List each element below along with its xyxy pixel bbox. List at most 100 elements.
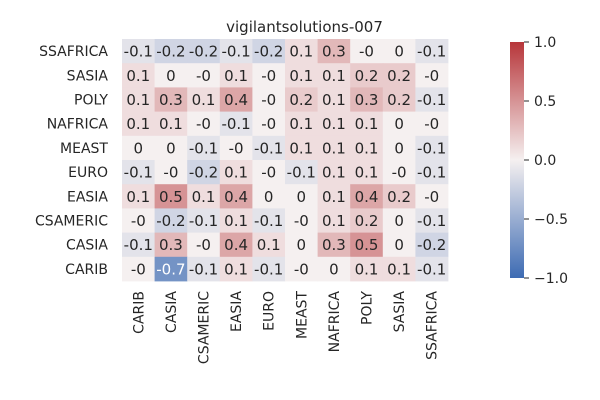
heatmap-cell [415,232,449,258]
row-label: EASIA [67,189,108,205]
heatmap-cell [350,87,384,112]
cell-label: -0 [424,188,439,206]
cell-label: 0.4 [224,236,248,254]
heatmap-cell [285,87,318,112]
heatmap-cell [350,160,384,185]
cell-label: 0.5 [355,236,379,254]
cell-label: 0.1 [224,260,248,278]
heatmap-cell [317,160,351,185]
heatmap-cell [317,208,351,233]
row-label: EURO [68,165,108,181]
column-label: CASIA [164,291,180,333]
cell-label: 0.5 [159,188,183,206]
heatmap-cell [187,63,221,88]
heatmap-cell [219,135,253,161]
cell-label: 0 [329,260,339,278]
cell-label: -0.1 [124,164,153,182]
heatmap-cell [382,184,416,209]
heatmap-cell [122,256,155,282]
cell-label: 0.1 [355,164,379,182]
cell-label: 0.1 [289,115,313,133]
cell-label: 0.1 [355,115,379,133]
heatmap-cell [187,39,221,64]
cell-label: 0.4 [224,91,248,109]
heatmap-cell [285,208,318,233]
heatmap-cell [382,63,416,88]
heatmap-cell [252,39,286,64]
cell-label: 0.1 [289,43,313,61]
cell-label: 0.1 [322,164,346,182]
cell-label: -0.1 [417,91,446,109]
heatmap-cell [187,184,221,209]
cell-label: -0.1 [124,236,153,254]
cell-label: 0.1 [322,115,346,133]
row-label: CARIB [65,262,108,278]
cell-label: -0 [261,164,276,182]
colorbar-tick-label: 1.0 [534,35,556,51]
chart-title: vigilantsolutions-007 [226,18,383,36]
heatmap-cell [154,135,188,161]
heatmap-cell [154,256,188,282]
heatmap-cell [154,232,188,258]
cell-label: 0.1 [355,139,379,157]
cell-label: 0.1 [159,115,183,133]
heatmap-cell [350,184,384,209]
heatmap-cell [382,160,416,185]
heatmap-cell [382,232,416,258]
cell-label: -0.2 [189,164,218,182]
heatmap-cell [382,208,416,233]
colorbar-ticks: 1.0 0.5 0.0 −0.5 −1.0 [524,35,568,287]
cell-label: -0.1 [189,212,218,230]
cell-label: 0.1 [289,139,313,157]
cell-label: 0.3 [159,91,183,109]
heatmap-cell [252,160,286,185]
cell-label: 0.1 [126,188,150,206]
heatmap-cell [382,256,416,282]
heatmap-cell [285,256,318,282]
cell-label: 0 [134,139,144,157]
heatmap-cell [154,87,188,112]
heatmap-cells: -0.1 -0.2 -0.2 -0.1 -0.2 0.1 0.3 -0 0 -0.10.1 0 -0 0… [122,39,449,282]
heatmap-cell [219,232,253,258]
column-label: MEAST [294,291,310,339]
heatmap-cell [154,39,188,64]
heatmap-cell [415,39,449,64]
heatmap-cell [317,184,351,209]
cell-label: -0 [131,212,146,230]
heatmap-cell [317,232,351,258]
cell-label: -0.1 [287,164,316,182]
heatmap-cell [122,208,155,233]
colorbar-tick-label: −0.5 [534,212,568,228]
cell-label: -0.1 [254,260,283,278]
cell-label: 0 [394,43,404,61]
cell-label: -0.1 [254,139,283,157]
cell-label: 0.2 [387,91,411,109]
cell-label: -0 [163,164,178,182]
heatmap-cell [317,111,351,137]
heatmap-cell [252,111,286,137]
cell-label: -0.2 [254,43,283,61]
cell-label: -0 [196,67,211,85]
cell-label: 0 [166,139,176,157]
cell-label: -0.1 [221,43,250,61]
heatmap-cell [415,135,449,161]
heatmap-cell [154,160,188,185]
heatmap-cell [317,87,351,112]
heatmap-cell [154,208,188,233]
cell-label: -0.1 [254,212,283,230]
column-label: EASIA [229,291,245,332]
heatmap-cell [122,160,155,185]
cell-label: 0.1 [192,188,216,206]
heatmap-cell [219,63,253,88]
cell-label: 0 [297,236,307,254]
colorbar-tick-label: 0.0 [534,153,556,169]
heatmap-cell [154,184,188,209]
heatmap-cell [187,256,221,282]
column-label: POLY [360,291,376,325]
cell-label: 0.1 [322,67,346,85]
heatmap-cell [122,111,155,137]
cell-label: 0.1 [192,91,216,109]
heatmap-cell [285,160,318,185]
column-labels: CARIB CASIA CSAMERIC EASIA EURO MEAST NAFRICA P… [131,291,440,364]
heatmap-cell [252,87,286,112]
